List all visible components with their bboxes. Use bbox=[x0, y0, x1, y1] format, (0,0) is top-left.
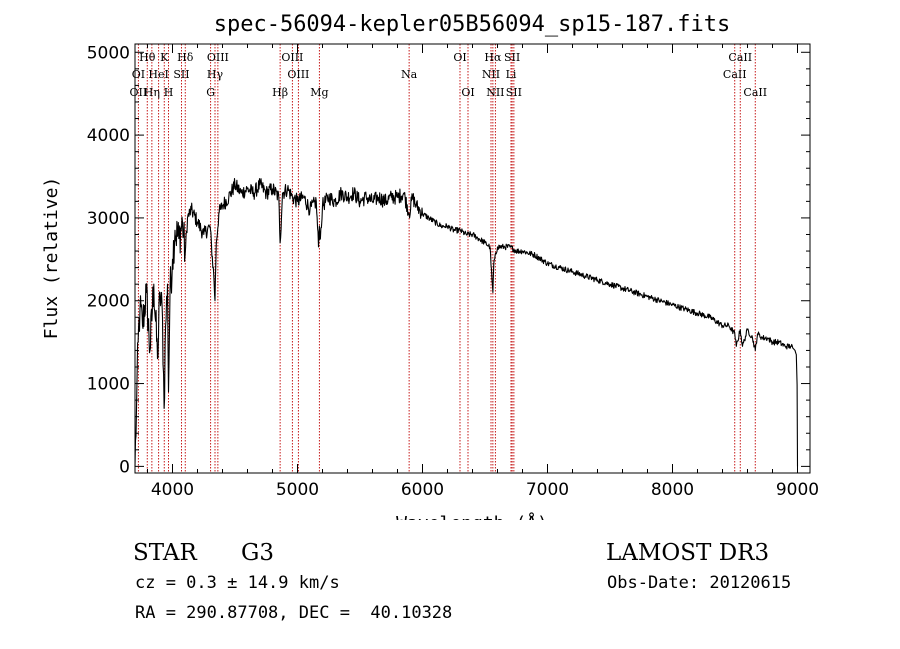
spectral-line-label: Na bbox=[401, 68, 418, 81]
y-tick-label: 1000 bbox=[87, 375, 130, 395]
spectral-line-label: Mg bbox=[310, 86, 328, 99]
spectral-line-label: SII bbox=[504, 51, 520, 64]
y-tick-label: 4000 bbox=[87, 126, 130, 146]
spectral-line-label: Li bbox=[506, 68, 517, 81]
spectral-line-label: OIII bbox=[281, 51, 303, 64]
spectral-line-label: OIII bbox=[287, 68, 309, 81]
redshift-cz: cz = 0.3 ± 14.9 km/s bbox=[135, 573, 340, 593]
survey-name: LAMOST DR3 bbox=[606, 540, 770, 566]
spectral-line-label: CaII bbox=[723, 68, 747, 81]
x-tick-label: 6000 bbox=[401, 480, 444, 500]
spectral-line-label: G bbox=[206, 86, 215, 99]
chart-title: spec-56094-kepler05B56094_sp15-187.fits bbox=[214, 12, 731, 37]
y-tick-label: 3000 bbox=[87, 209, 130, 229]
spectral-line-label: SII bbox=[506, 86, 522, 99]
spectral-line-label: CaII bbox=[743, 86, 767, 99]
spectral-line-label: SII bbox=[173, 68, 189, 81]
spectral-line-markers bbox=[137, 44, 756, 473]
spectral-line-label: OI bbox=[132, 68, 145, 81]
spectral-line-label: OI bbox=[453, 51, 466, 64]
x-tick-label: 7000 bbox=[526, 480, 569, 500]
spectral-line-label: Hβ bbox=[272, 86, 288, 99]
y-tick-label: 0 bbox=[119, 457, 130, 477]
spectrum-chart: spec-56094-kepler05B56094_sp15-187.fits … bbox=[41, 12, 819, 520]
y-axis-label: Flux (relative) bbox=[41, 177, 62, 340]
object-class: STAR bbox=[133, 540, 197, 566]
spectral-line-label: OIII bbox=[207, 51, 229, 64]
spectral-line-label: NII bbox=[486, 86, 504, 99]
x-tick-label: 4000 bbox=[151, 480, 194, 500]
spectral-line-label: OI bbox=[461, 86, 474, 99]
axis-ticks: 4000 5000 6000 7000 8000 9000 0 1000 2000 3000 400… bbox=[87, 43, 819, 500]
spectral-line-label: H bbox=[164, 86, 174, 99]
x-tick-label: 9000 bbox=[776, 480, 819, 500]
spectral-line-label: K bbox=[160, 51, 169, 64]
spectral-line-label: Hη bbox=[144, 86, 160, 99]
spectral-line-label: Hδ bbox=[177, 51, 194, 64]
y-tick-label: 5000 bbox=[87, 43, 130, 63]
spectral-line-label: NII bbox=[482, 68, 500, 81]
spectral-line-label: Hα bbox=[484, 51, 502, 64]
y-tick-label: 2000 bbox=[87, 292, 130, 312]
coordinates: RA = 290.87708, DEC = 40.10328 bbox=[135, 603, 453, 623]
plot-frame bbox=[134, 43, 811, 474]
observation-date: Obs-Date: 20120615 bbox=[607, 573, 792, 593]
spectral-line-label: HeI bbox=[148, 68, 168, 81]
spectral-line-label: Hθ bbox=[139, 51, 156, 64]
x-tick-label: 5000 bbox=[276, 480, 319, 500]
spectral-line-label: Hγ bbox=[207, 68, 224, 81]
spectral-line-label: CaII bbox=[728, 51, 752, 64]
x-tick-label: 8000 bbox=[651, 480, 694, 500]
object-subclass: G3 bbox=[241, 540, 275, 566]
x-axis-label: Wavelength (Å) bbox=[396, 512, 548, 520]
spectral-line-label: OII bbox=[130, 86, 148, 99]
spectrum-line bbox=[134, 177, 799, 467]
